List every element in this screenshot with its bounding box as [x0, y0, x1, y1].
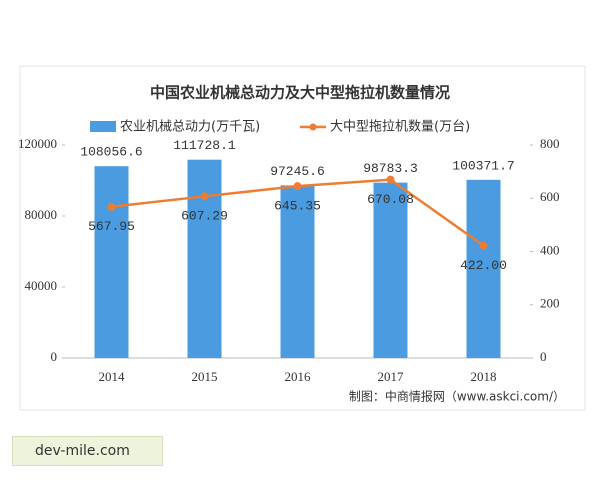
bar — [280, 185, 315, 358]
y2-tick-label: 200 — [540, 296, 560, 311]
line-value-label: 422.00 — [460, 258, 507, 273]
x-tick-label: 2018 — [471, 369, 497, 384]
legend-label: 大中型拖拉机数量(万台) — [330, 120, 470, 135]
line-marker — [200, 192, 209, 201]
chart-title: 中国农业机械总动力及大中型拖拉机数量情况 — [150, 84, 450, 102]
footer-label: dev-mile.com — [12, 436, 163, 466]
line-marker — [107, 202, 116, 211]
line-value-label: 567.95 — [88, 219, 135, 234]
y-tick-label: 0 — [51, 349, 58, 364]
bar — [373, 182, 408, 358]
legend-label: 农业机械总动力(万千瓦) — [120, 120, 260, 135]
line-value-label: 645.35 — [274, 199, 321, 214]
bar-value-label: 98783.3 — [363, 161, 418, 176]
y-tick-label: 120000 — [18, 136, 57, 151]
x-tick-label: 2017 — [378, 369, 405, 384]
y-tick-label: 40000 — [25, 278, 58, 293]
y2-tick-label: 600 — [540, 189, 560, 204]
y2-tick-label: 400 — [540, 242, 560, 257]
bar — [187, 159, 222, 358]
bar — [466, 179, 501, 358]
x-tick-label: 2014 — [99, 369, 126, 384]
line-marker — [479, 241, 488, 250]
line-marker — [386, 175, 395, 184]
y-tick-label: 80000 — [25, 207, 58, 222]
bar — [94, 166, 129, 358]
bar-value-label: 97245.6 — [270, 164, 325, 179]
chart: 中国农业机械总动力及大中型拖拉机数量情况 制图：中商情报网（www.askci.… — [18, 65, 586, 411]
bar-value-label: 108056.6 — [80, 145, 142, 160]
x-tick-label: 2016 — [285, 369, 312, 384]
legend-marker — [309, 123, 317, 131]
bar-value-label: 100371.7 — [452, 158, 514, 173]
x-tick-label: 2015 — [192, 369, 218, 384]
legend-swatch — [90, 121, 116, 132]
line-marker — [293, 182, 302, 191]
line-value-label: 607.29 — [181, 209, 228, 224]
y2-tick-label: 800 — [540, 136, 560, 151]
bar-value-label: 111728.1 — [173, 138, 236, 153]
source-note: 制图：中商情报网（www.askci.com/） — [349, 389, 565, 404]
y2-tick-label: 0 — [540, 349, 547, 364]
line-value-label: 670.08 — [367, 192, 414, 207]
